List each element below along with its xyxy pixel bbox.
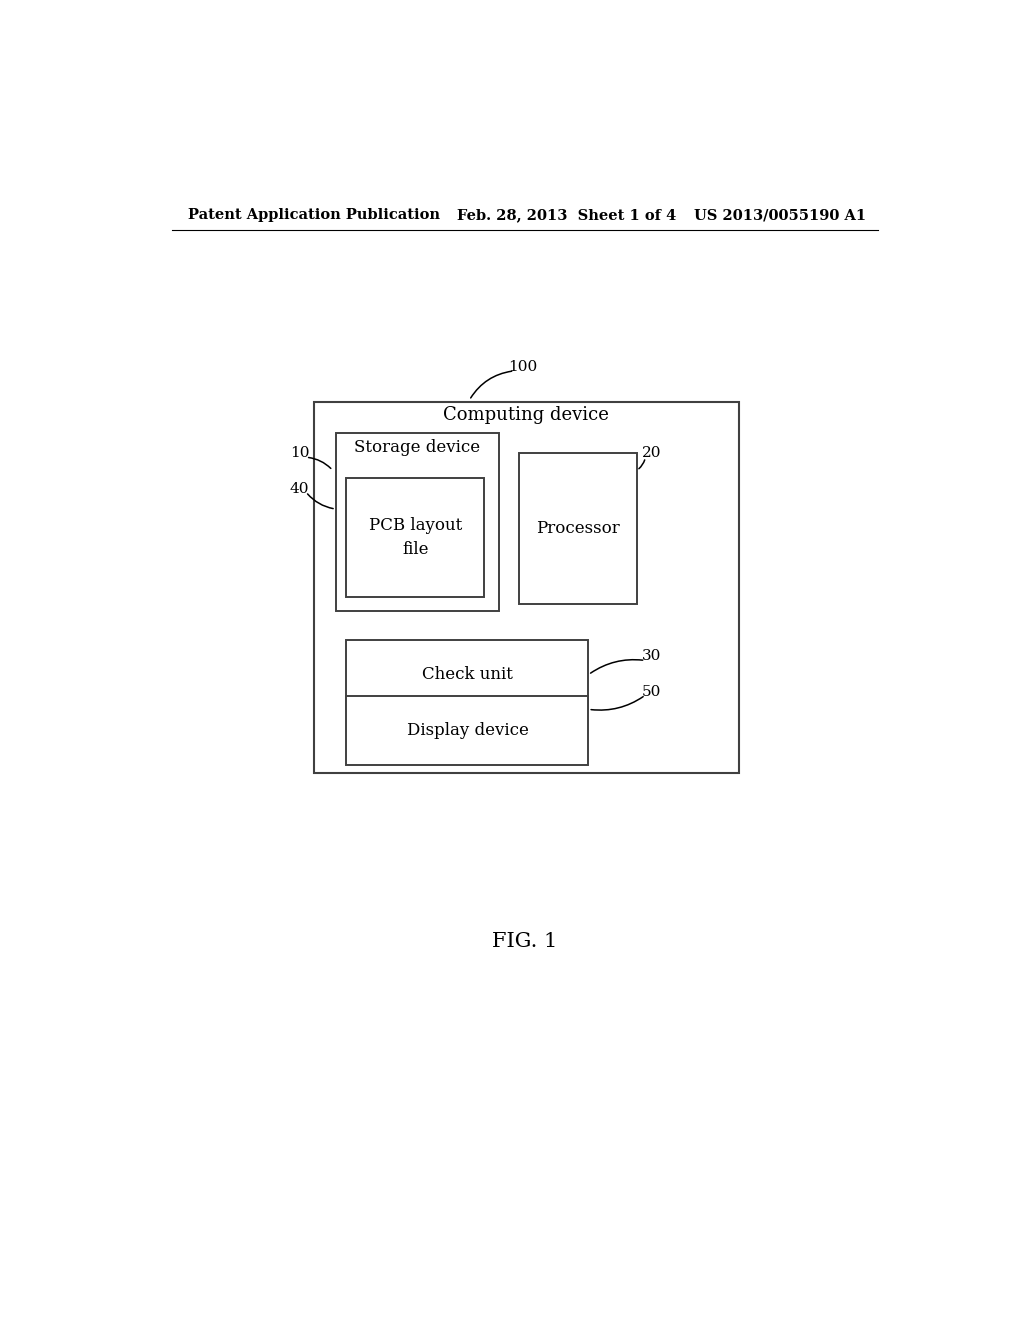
Bar — [346, 640, 588, 709]
Bar — [346, 696, 588, 766]
Text: Feb. 28, 2013  Sheet 1 of 4: Feb. 28, 2013 Sheet 1 of 4 — [458, 209, 677, 222]
Text: 100: 100 — [508, 360, 537, 374]
Bar — [519, 453, 637, 603]
Text: 50: 50 — [642, 685, 662, 700]
Text: Check unit: Check unit — [422, 667, 513, 684]
Text: Storage device: Storage device — [354, 438, 480, 455]
Text: 30: 30 — [642, 649, 662, 664]
Text: US 2013/0055190 A1: US 2013/0055190 A1 — [694, 209, 866, 222]
Text: 40: 40 — [290, 482, 309, 496]
Bar — [336, 433, 499, 611]
Text: PCB layout
file: PCB layout file — [369, 517, 462, 558]
Bar — [314, 403, 739, 774]
Text: FIG. 1: FIG. 1 — [493, 932, 557, 950]
Text: Computing device: Computing device — [443, 405, 609, 424]
Bar — [346, 478, 483, 598]
Text: Processor: Processor — [537, 520, 620, 537]
Text: Patent Application Publication: Patent Application Publication — [187, 209, 439, 222]
Text: 10: 10 — [290, 446, 309, 461]
Text: 20: 20 — [642, 446, 662, 461]
Text: Display device: Display device — [407, 722, 528, 739]
